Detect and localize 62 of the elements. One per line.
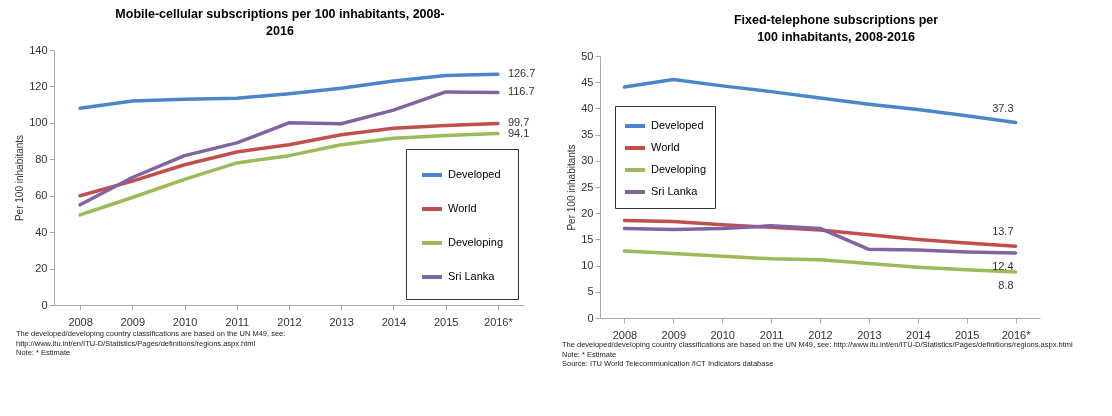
legend-label: Developed bbox=[448, 168, 501, 180]
x-tick-label: 2015 bbox=[433, 315, 459, 328]
legend-label: Developing bbox=[448, 236, 504, 248]
x-tick-label: 2016* bbox=[484, 315, 514, 328]
y-tick-label: 40 bbox=[581, 101, 594, 114]
chart-title: Fixed-telephone subscriptions per 100 inhabitants, 2008-2016 bbox=[732, 12, 940, 46]
y-tick-label: 25 bbox=[581, 180, 594, 193]
y-tick-label: 5 bbox=[587, 285, 594, 298]
x-tick-label: 2008 bbox=[68, 315, 93, 328]
legend-label: Sri Lanka bbox=[651, 185, 699, 197]
data-label: 126.7 bbox=[507, 67, 536, 80]
y-tick-label: 40 bbox=[35, 225, 48, 238]
line-series bbox=[78, 72, 500, 111]
y-tick-label: 35 bbox=[581, 128, 594, 141]
y-tick-label: 30 bbox=[581, 154, 594, 167]
x-tick-label: 2014 bbox=[381, 315, 407, 328]
y-axis-title: Per 100 inhabitants bbox=[14, 134, 26, 222]
y-tick-label: 140 bbox=[29, 43, 48, 56]
data-label: 116.7 bbox=[507, 85, 535, 98]
data-label: 12.4 bbox=[992, 260, 1014, 273]
x-tick-label: 2009 bbox=[661, 328, 687, 341]
data-label: 8.8 bbox=[998, 278, 1014, 291]
y-tick-label: 10 bbox=[581, 259, 594, 272]
y-tick-label: 60 bbox=[35, 189, 48, 202]
chart-title: Mobile-cellular subscriptions per 100 inhabitants, 2008-2016 bbox=[115, 6, 445, 40]
y-tick-label: 45 bbox=[581, 75, 594, 88]
x-tick-label: 2013 bbox=[329, 315, 354, 328]
line-series bbox=[78, 131, 500, 217]
y-tick-label: 0 bbox=[587, 311, 594, 324]
y-tick-label: 80 bbox=[35, 152, 48, 165]
x-tick-label: 2010 bbox=[710, 328, 735, 341]
legend-label: World bbox=[651, 141, 680, 153]
y-tick-label: 50 bbox=[581, 49, 594, 62]
x-tick-label: 2011 bbox=[759, 328, 784, 341]
x-tick-label: 2012 bbox=[808, 328, 833, 341]
x-tick-label: 2016* bbox=[1001, 328, 1032, 341]
legend-label: Sri Lanka bbox=[448, 270, 496, 282]
y-tick-label: 100 bbox=[29, 116, 48, 129]
data-label: 37.3 bbox=[992, 101, 1014, 114]
y-tick-label: 20 bbox=[581, 206, 594, 219]
x-tick-label: 2014 bbox=[906, 328, 931, 341]
x-tick-label: 2010 bbox=[172, 315, 198, 328]
legend-label: World bbox=[448, 202, 477, 214]
y-tick-label: 15 bbox=[581, 232, 594, 245]
x-tick-label: 2013 bbox=[857, 328, 882, 341]
y-tick-label: 120 bbox=[29, 79, 48, 92]
x-tick-label: 2012 bbox=[277, 315, 302, 328]
legend-label: Developing bbox=[651, 163, 707, 175]
x-tick-label: 2011 bbox=[225, 315, 250, 328]
line-series bbox=[622, 249, 1018, 274]
data-label: 13.7 bbox=[992, 225, 1014, 238]
line-series bbox=[78, 121, 500, 198]
x-tick-label: 2009 bbox=[120, 315, 146, 328]
x-tick-label: 2008 bbox=[612, 328, 638, 341]
y-tick-label: 20 bbox=[35, 262, 48, 275]
y-tick-label: 0 bbox=[41, 298, 48, 311]
x-tick-label: 2015 bbox=[954, 328, 980, 341]
legend-label: Developed bbox=[651, 119, 704, 131]
data-label: 99.7 bbox=[507, 116, 530, 129]
line-series bbox=[622, 224, 1018, 255]
y-axis-title: Per 100 inhabitants bbox=[566, 144, 578, 231]
data-label: 94.1 bbox=[507, 126, 530, 139]
